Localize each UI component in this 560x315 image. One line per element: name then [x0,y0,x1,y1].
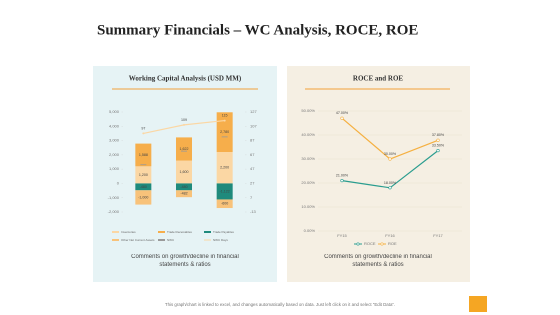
legend-swatch [112,239,119,241]
point [183,123,185,126]
comment-box: Comments on growth/decline in financial … [131,254,239,268]
data-label: -600 [221,202,228,206]
bar-segment [135,166,152,184]
legend-label: Trade Payables [213,230,234,234]
x-tick-label: FY15 [337,233,347,238]
y-tick-label: 0 [117,180,120,185]
data-label: -480 [140,185,147,189]
marker [221,136,228,138]
data-label: 97 [141,126,145,130]
data-label: -482 [180,192,187,196]
bar-segment [176,183,192,191]
y-tick-label: 2,000 [109,152,120,157]
y2-tick-label: 27 [250,180,255,185]
y2-tick-label: 7 [250,195,253,200]
comment: Comments on growth/decline in financial … [131,254,239,268]
point [388,157,392,161]
point [223,119,226,122]
data-label: 1,622 [180,147,189,151]
legend-swatch [204,231,211,233]
point [388,186,392,190]
comment: Comments on growth/decline in financial … [324,254,432,268]
point [340,116,344,120]
right-panel [287,66,470,282]
y-tick-label: 20.00% [301,180,315,185]
bar-segment [135,190,152,205]
legend-label: Inventories [121,230,136,234]
legend-swatch [356,242,360,246]
data-label: 18.00% [384,181,397,185]
slide-title: Summary Financials – WC Analysis, ROCE, … [97,22,418,38]
y2-tick-label: 107 [250,123,257,128]
data-label: -1,122 [220,189,230,193]
y-tick-label: 30.00% [301,156,315,161]
legend-swatch [112,231,119,233]
data-label: 47.00% [336,111,349,115]
data-label: 1,600 [180,170,189,174]
bar-segment [216,112,233,152]
panel-title: Working Capital Analysis (USD MM) [129,75,242,83]
legend-label: ROCE [364,241,376,246]
y-tick-label: 0.00% [304,228,316,233]
data-label: 1,200 [139,173,148,177]
bar-segment [216,183,233,200]
data-label: -1,000 [138,195,148,199]
x-tick-label: FY17 [433,233,443,238]
data-label: -480 [180,185,187,189]
y-tick-label: -2,000 [108,209,120,214]
y2-tick-label: 127 [250,109,257,114]
y2-tick-label: 47 [250,166,255,171]
y-tick-label: -1,000 [108,195,120,200]
footer-note: This graph/chart is linked to excel, and… [165,302,395,307]
y2-tick-label: 67 [250,152,255,157]
data-label: 21.00% [336,174,349,178]
y2-tick-label: 87 [250,138,255,143]
y-tick-label: 40.00% [301,132,315,137]
bar-segment [216,152,233,184]
comment-box: Comments on growth/decline in financial … [324,254,432,268]
y-tick-label: 5,000 [109,109,120,114]
data-label: 2,780 [220,130,229,134]
y-tick-label: 1,000 [109,166,120,171]
bar-segment [176,160,192,184]
y-tick-label: 50.00% [301,108,315,113]
data-label: 33.50% [432,144,445,148]
legend-label: Trade Receivables [167,230,192,234]
y-tick-label: 10.00% [301,204,315,209]
data-label: 30.00% [384,152,397,156]
legend-swatch [158,239,165,241]
bar-segment [135,143,152,167]
data-label: 1,588 [139,153,148,157]
data-label: 109 [181,118,187,122]
bar-segment [176,137,192,161]
point [436,149,440,153]
legend-label: NWC [167,238,175,242]
marker [181,150,187,152]
x-tick-label: FY16 [385,233,395,238]
legend-swatch [158,231,165,233]
panel-title: ROCE and ROE [353,75,404,83]
accent-square [469,296,487,312]
y-tick-label: 3,000 [109,138,120,143]
bar-segment [135,183,152,191]
point [436,138,440,142]
point [340,179,344,183]
data-label: 37.80% [432,133,445,137]
y-tick-label: 4,000 [109,123,120,128]
legend-label: ROE [388,241,397,246]
y2-tick-label: -13 [250,209,257,214]
marker [140,164,147,166]
point [142,132,145,135]
legend-label: NWC Days [213,238,228,242]
data-label: 115 [222,114,228,118]
legend-swatch [380,242,384,246]
legend-label: Other Net Current Assets [121,238,155,242]
bar-segment [176,190,192,198]
data-label: 2,200 [220,166,229,170]
bar-segment [216,199,233,209]
